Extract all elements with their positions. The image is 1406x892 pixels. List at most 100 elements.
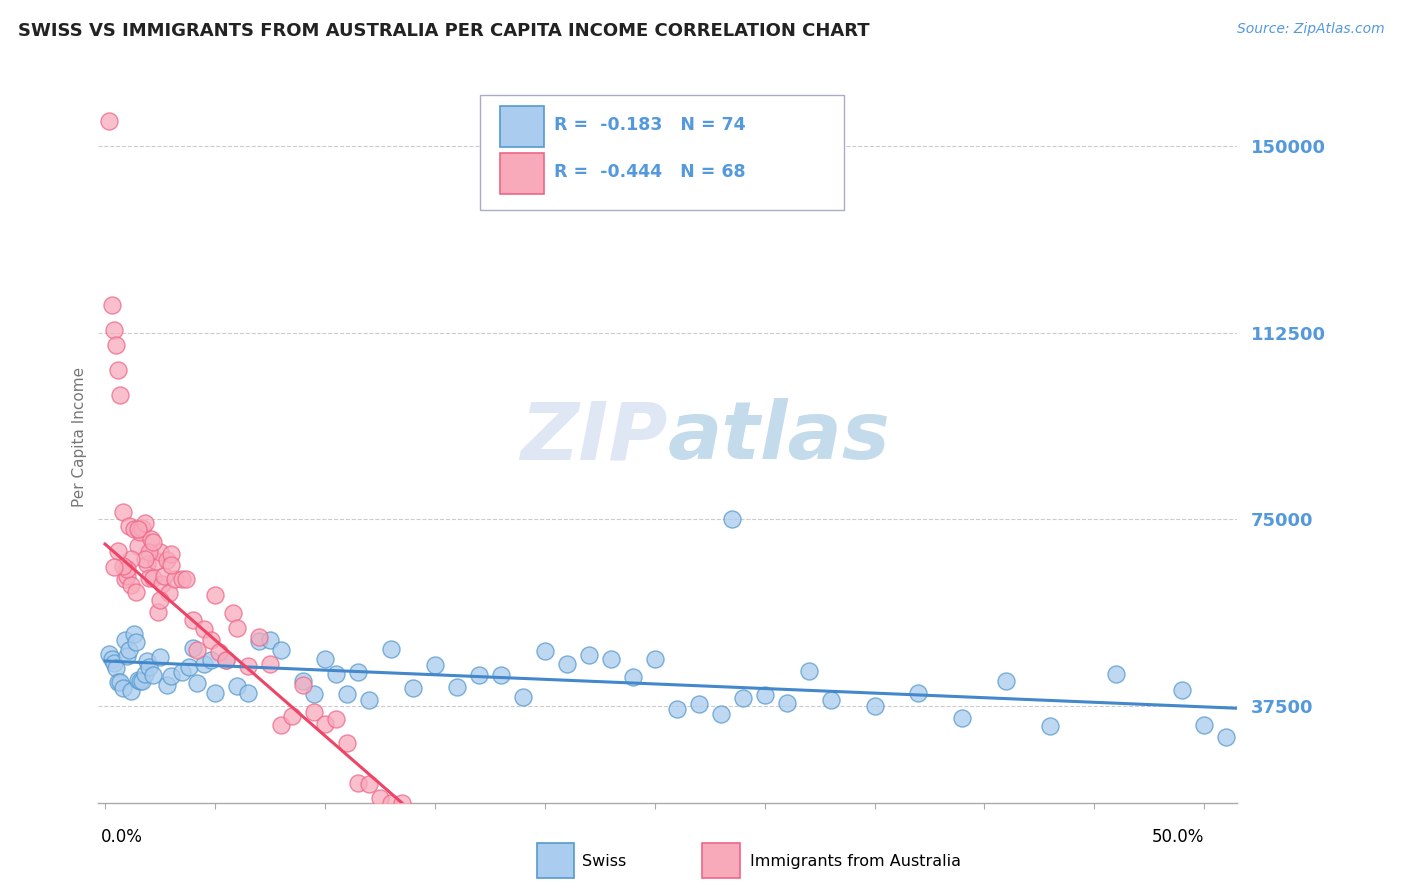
Point bbox=[710, 706, 733, 721]
Point bbox=[149, 649, 172, 664]
Point bbox=[149, 545, 172, 559]
Point bbox=[1194, 718, 1216, 732]
Point bbox=[270, 643, 292, 657]
Point bbox=[336, 736, 359, 750]
Point bbox=[149, 593, 172, 607]
Point bbox=[215, 653, 238, 667]
Text: R =  -0.444   N = 68: R = -0.444 N = 68 bbox=[554, 163, 745, 181]
Text: atlas: atlas bbox=[668, 398, 890, 476]
Bar bbox=[537, 843, 575, 878]
Point bbox=[160, 558, 183, 573]
Point bbox=[665, 702, 688, 716]
Point bbox=[138, 660, 160, 674]
Text: 50.0%: 50.0% bbox=[1152, 828, 1205, 846]
Point bbox=[1039, 719, 1062, 733]
Point bbox=[131, 521, 153, 535]
Point bbox=[103, 559, 125, 574]
Point bbox=[141, 532, 163, 546]
Text: Source: ZipAtlas.com: Source: ZipAtlas.com bbox=[1237, 22, 1385, 37]
Y-axis label: Per Capita Income: Per Capita Income bbox=[72, 367, 87, 508]
Point bbox=[153, 569, 176, 583]
Text: Swiss: Swiss bbox=[582, 854, 627, 869]
Point bbox=[107, 363, 129, 377]
Point bbox=[111, 505, 134, 519]
Point bbox=[127, 522, 149, 536]
Point bbox=[423, 658, 446, 673]
Point bbox=[135, 654, 157, 668]
Point bbox=[127, 673, 149, 687]
Point bbox=[336, 687, 359, 701]
Point bbox=[155, 553, 177, 567]
Point bbox=[118, 642, 141, 657]
Point bbox=[122, 522, 145, 536]
Point bbox=[291, 673, 314, 688]
Point bbox=[105, 661, 128, 675]
Point bbox=[259, 657, 281, 672]
Point bbox=[138, 571, 160, 585]
Point bbox=[131, 674, 153, 689]
Text: R =  -0.183   N = 74: R = -0.183 N = 74 bbox=[554, 116, 745, 134]
Point bbox=[118, 519, 141, 533]
Point bbox=[226, 679, 249, 693]
Point bbox=[402, 681, 425, 696]
Bar bbox=[702, 843, 740, 878]
Point bbox=[302, 705, 325, 719]
Text: ZIP: ZIP bbox=[520, 398, 668, 476]
Point bbox=[111, 558, 134, 573]
Point bbox=[1171, 682, 1194, 697]
Point bbox=[193, 623, 215, 637]
Point bbox=[115, 569, 138, 583]
Point bbox=[1215, 731, 1237, 745]
Point bbox=[103, 323, 125, 337]
Point bbox=[1105, 667, 1128, 681]
Point bbox=[98, 114, 121, 128]
Point bbox=[145, 554, 167, 568]
Point bbox=[347, 665, 370, 679]
Point bbox=[105, 338, 128, 352]
Point bbox=[555, 657, 578, 671]
Point bbox=[204, 588, 226, 602]
Point bbox=[270, 718, 292, 732]
Point bbox=[599, 651, 621, 665]
Point bbox=[98, 647, 121, 661]
Point bbox=[107, 675, 129, 690]
Point bbox=[107, 543, 129, 558]
Point bbox=[863, 699, 886, 714]
Point bbox=[160, 669, 183, 683]
Point bbox=[995, 673, 1018, 688]
Point bbox=[325, 712, 347, 726]
Text: SWISS VS IMMIGRANTS FROM AUSTRALIA PER CAPITA INCOME CORRELATION CHART: SWISS VS IMMIGRANTS FROM AUSTRALIA PER C… bbox=[18, 22, 870, 40]
Point bbox=[142, 668, 165, 682]
Point bbox=[181, 640, 204, 655]
Point bbox=[820, 693, 842, 707]
Point bbox=[291, 678, 314, 692]
Point bbox=[325, 667, 347, 681]
Point bbox=[357, 777, 380, 791]
Point bbox=[621, 670, 644, 684]
Point bbox=[170, 665, 193, 680]
Point bbox=[446, 680, 468, 694]
Point bbox=[115, 648, 138, 663]
Point bbox=[138, 545, 160, 559]
Point bbox=[177, 660, 200, 674]
Text: 0.0%: 0.0% bbox=[101, 828, 142, 846]
Point bbox=[120, 683, 142, 698]
Point bbox=[125, 635, 148, 649]
Point bbox=[193, 657, 215, 672]
Point bbox=[142, 571, 165, 585]
Point bbox=[114, 573, 136, 587]
Point bbox=[347, 776, 370, 790]
Point bbox=[797, 664, 820, 678]
Point bbox=[134, 551, 156, 566]
Point bbox=[357, 693, 380, 707]
Point bbox=[380, 641, 402, 656]
Point bbox=[134, 667, 156, 681]
Point bbox=[155, 678, 177, 692]
Point bbox=[512, 690, 534, 705]
Point bbox=[226, 620, 249, 634]
Point bbox=[170, 572, 193, 586]
Point bbox=[688, 697, 710, 711]
Point bbox=[142, 535, 165, 549]
Point bbox=[146, 606, 169, 620]
Point bbox=[114, 632, 136, 647]
